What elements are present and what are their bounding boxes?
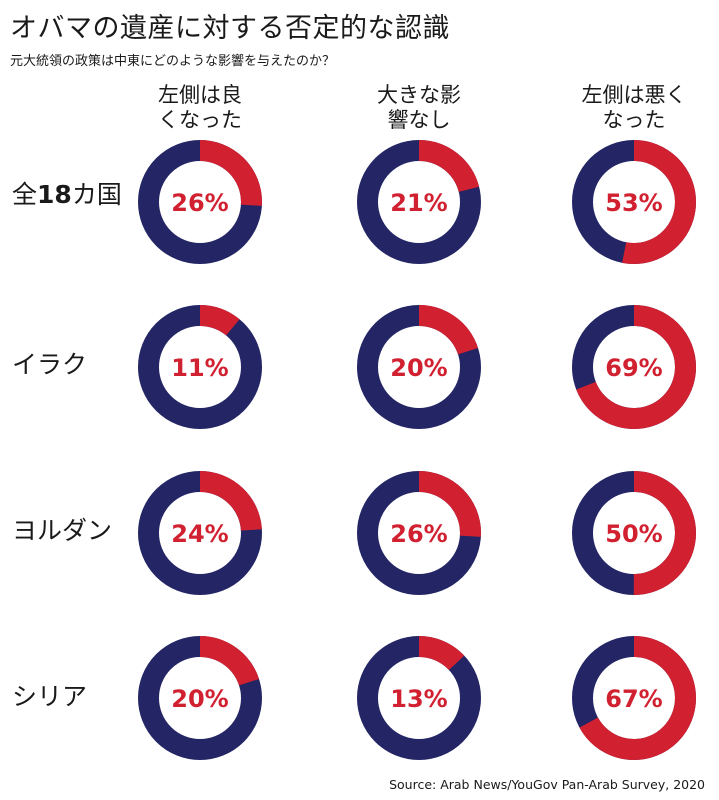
column-header-better: 左側は良 くなった [158,83,242,132]
donut-value-arc [138,636,262,760]
donut-percent-label: 21% [390,189,447,217]
donut-worse-row-0: 53% [572,140,696,264]
donut-value-arc [138,140,262,264]
donut-value-arc [572,305,696,429]
column-header-worse: 左側は悪く なった [581,83,687,132]
donut-percent-label: 69% [605,354,662,382]
donut-percent-label: 67% [605,685,662,713]
donut-percent-label: 13% [390,685,447,713]
donut-percent-label: 50% [605,520,662,548]
donut-percent-label: 11% [171,354,228,382]
donut-worse-row-3: 67% [572,636,696,760]
donut-no-impact-row-1: 20% [357,305,481,429]
donut-better-row-1: 11% [138,305,262,429]
donut-percent-label: 53% [605,189,662,217]
donut-percent-label: 26% [390,520,447,548]
row-label-iraq: イラク [12,350,88,379]
chart-title: オバマの遺産に対する否定的な認識 [10,13,450,44]
row-label-jordan: ヨルダン [12,516,113,545]
donut-value-arc [138,305,262,429]
row-label-bold: 18 [37,180,72,209]
donut-value-arc [357,305,481,429]
donut-better-row-0: 26% [138,140,262,264]
donut-percent-label: 24% [171,520,228,548]
row-label-prefix: 全 [12,180,38,209]
donut-value-arc [572,140,696,264]
donut-value-arc [357,471,481,595]
donut-worse-row-2: 50% [572,471,696,595]
donut-better-row-3: 20% [138,636,262,760]
donut-value-arc [572,636,696,760]
donut-value-arc [572,471,696,595]
donut-worse-row-1: 69% [572,305,696,429]
donut-better-row-2: 24% [138,471,262,595]
donut-value-arc [357,636,481,760]
source-note: Source: Arab News/YouGov Pan-Arab Survey… [389,777,705,792]
row-label-suffix: カ国 [71,180,122,209]
chart-subtitle: 元大統領の政策は中東にどのような影響を与えたのか？ [10,54,336,69]
donut-value-arc [138,471,262,595]
donut-percent-label: 26% [171,189,228,217]
donut-percent-label: 20% [390,354,447,382]
donut-value-arc [357,140,481,264]
donut-percent-label: 20% [171,685,228,713]
row-label-syria: シリア [12,682,88,711]
donut-no-impact-row-0: 21% [357,140,481,264]
donut-no-impact-row-3: 13% [357,636,481,760]
donut-no-impact-row-2: 26% [357,471,481,595]
row-label-all-18-countries: 全18カ国 [12,180,122,210]
column-header-no-impact: 大きな影 響なし [377,83,461,132]
